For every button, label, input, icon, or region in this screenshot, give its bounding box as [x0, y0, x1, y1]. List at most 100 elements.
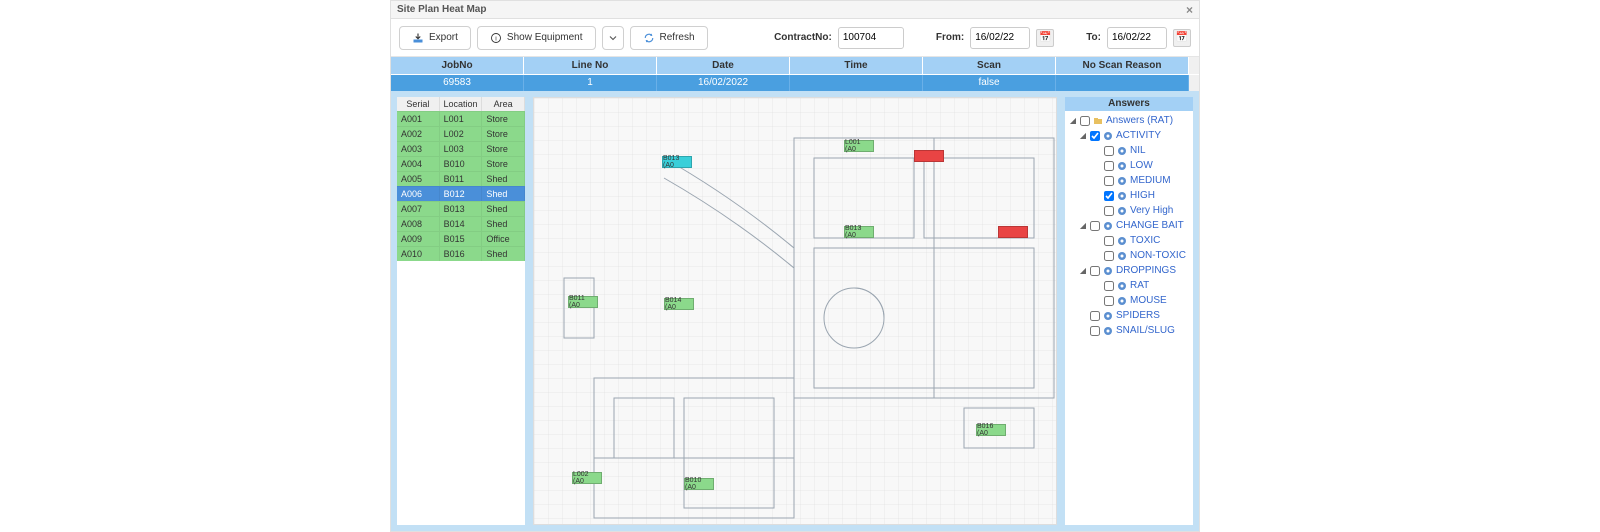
tree-leaf[interactable]: HIGH [1067, 188, 1191, 203]
datagrid-row[interactable]: 69583 1 16/02/2022 false [391, 75, 1199, 91]
tree-label[interactable]: DROPPINGS [1116, 265, 1176, 276]
tree-leaf[interactable]: TOXIC [1067, 233, 1191, 248]
tree-leaf[interactable]: MOUSE [1067, 293, 1191, 308]
toggle-icon[interactable]: ◢ [1069, 116, 1077, 125]
tree-label[interactable]: CHANGE BAIT [1116, 220, 1184, 231]
toggle-icon[interactable]: ◢ [1079, 131, 1087, 140]
refresh-icon [643, 32, 655, 44]
tree-checkbox[interactable] [1090, 326, 1100, 336]
tree-checkbox[interactable] [1104, 146, 1114, 156]
tree-label[interactable]: MEDIUM [1130, 175, 1171, 186]
tree-node[interactable]: SNAIL/SLUG [1067, 323, 1191, 338]
map-marker[interactable]: B014 (A0 [664, 298, 694, 310]
col-date[interactable]: Date [657, 57, 790, 74]
refresh-button[interactable]: Refresh [630, 26, 708, 50]
tree-checkbox[interactable] [1080, 116, 1090, 126]
tree-label[interactable]: Very High [1130, 205, 1173, 216]
tree-checkbox[interactable] [1104, 206, 1114, 216]
map-marker[interactable]: B016 (A0 [976, 424, 1006, 436]
col-scan[interactable]: Scan [923, 57, 1056, 74]
tree-label[interactable]: ACTIVITY [1116, 130, 1161, 141]
serial-row[interactable]: A009B015Office [397, 231, 525, 246]
tree-checkbox[interactable] [1104, 296, 1114, 306]
contractno-input[interactable] [838, 27, 904, 49]
map-marker[interactable]: B013 (A0 [844, 226, 874, 238]
toggle-icon[interactable]: ◢ [1079, 266, 1087, 275]
from-date-input[interactable] [970, 27, 1030, 49]
serial-cell-location: L001 [440, 111, 483, 126]
tree-checkbox[interactable] [1090, 131, 1100, 141]
tree-label[interactable]: RAT [1130, 280, 1149, 291]
answers-tree: ◢ Answers (RAT) ◢ ACTIVITY NIL LOW MEDIUM HIGH V… [1065, 111, 1193, 525]
col-lineno[interactable]: Line No [524, 57, 657, 74]
to-date-input[interactable] [1107, 27, 1167, 49]
tree-label[interactable]: SPIDERS [1116, 310, 1160, 321]
map-marker[interactable]: L001 (A0 [844, 140, 874, 152]
serial-row[interactable]: A006B012Shed [397, 186, 525, 201]
col-jobno[interactable]: JobNo [391, 57, 524, 74]
tree-leaf[interactable]: RAT [1067, 278, 1191, 293]
serial-row[interactable]: A005B011Shed [397, 171, 525, 186]
export-button[interactable]: Export [399, 26, 471, 50]
tree-label[interactable]: NIL [1130, 145, 1146, 156]
close-icon[interactable]: × [1186, 3, 1193, 17]
show-equipment-button[interactable]: i Show Equipment [477, 26, 596, 50]
to-calendar-icon[interactable]: 📅 [1173, 29, 1191, 47]
serial-row[interactable]: A002L002Store [397, 126, 525, 141]
tree-leaf[interactable]: NON-TOXIC [1067, 248, 1191, 263]
tree-leaf[interactable]: LOW [1067, 158, 1191, 173]
serial-row[interactable]: A007B013Shed [397, 201, 525, 216]
map-marker[interactable]: L002 (A0 [572, 472, 602, 484]
tree-checkbox[interactable] [1090, 221, 1100, 231]
datagrid-scrollbar[interactable] [1189, 57, 1199, 74]
window-title: Site Plan Heat Map [397, 4, 486, 15]
tree-label[interactable]: SNAIL/SLUG [1116, 325, 1175, 336]
tree-checkbox[interactable] [1104, 251, 1114, 261]
tree-node[interactable]: ◢ ACTIVITY [1067, 128, 1191, 143]
tree-label[interactable]: NON-TOXIC [1130, 250, 1186, 261]
map-marker[interactable] [998, 226, 1028, 238]
tree-node[interactable]: ◢ DROPPINGS [1067, 263, 1191, 278]
tree-node[interactable]: SPIDERS [1067, 308, 1191, 323]
tree-checkbox[interactable] [1104, 281, 1114, 291]
tree-checkbox[interactable] [1104, 176, 1114, 186]
serial-row[interactable]: A008B014Shed [397, 216, 525, 231]
serial-col-location[interactable]: Location [440, 97, 483, 111]
tree-checkbox[interactable] [1090, 311, 1100, 321]
serial-row[interactable]: A004B010Store [397, 156, 525, 171]
col-time[interactable]: Time [790, 57, 923, 74]
tree-checkbox[interactable] [1090, 266, 1100, 276]
tree-leaf[interactable]: NIL [1067, 143, 1191, 158]
serial-row[interactable]: A001L001Store [397, 111, 525, 126]
tree-checkbox[interactable] [1104, 236, 1114, 246]
map-marker[interactable] [914, 150, 944, 162]
titlebar: Site Plan Heat Map × [391, 1, 1199, 19]
tree-checkbox[interactable] [1104, 161, 1114, 171]
tree-root[interactable]: ◢ Answers (RAT) [1067, 113, 1191, 128]
tree-label[interactable]: TOXIC [1130, 235, 1160, 246]
map-marker[interactable]: B011 (A0 [568, 296, 598, 308]
show-equipment-dropdown[interactable] [602, 26, 624, 50]
toggle-icon[interactable]: ◢ [1079, 221, 1087, 230]
tree-label[interactable]: Answers (RAT) [1106, 115, 1173, 126]
tree-label[interactable]: HIGH [1130, 190, 1155, 201]
serial-col-area[interactable]: Area [482, 97, 525, 111]
tree-label[interactable]: LOW [1130, 160, 1153, 171]
from-calendar-icon[interactable]: 📅 [1036, 29, 1054, 47]
plan-scroll[interactable]: B013 (A0 L001 (A0 B013 (A0 B011 (A0 B014 (A0… [534, 98, 1056, 524]
tree-checkbox[interactable] [1104, 191, 1114, 201]
serial-row[interactable]: A003L003Store [397, 141, 525, 156]
map-marker[interactable]: B010 (A0 [684, 478, 714, 490]
datagrid-scrollbar-track[interactable] [1189, 75, 1199, 91]
map-marker[interactable]: B013 (A0 [662, 156, 692, 168]
node-icon [1103, 221, 1113, 231]
serial-row[interactable]: A010B016Shed [397, 246, 525, 261]
serial-col-serial[interactable]: Serial [397, 97, 440, 111]
tree-node[interactable]: ◢ CHANGE BAIT [1067, 218, 1191, 233]
tree-label[interactable]: MOUSE [1130, 295, 1167, 306]
tree-leaf[interactable]: MEDIUM [1067, 173, 1191, 188]
serial-cell-area: Store [482, 111, 525, 126]
svg-text:i: i [495, 35, 497, 42]
tree-leaf[interactable]: Very High [1067, 203, 1191, 218]
col-noscan[interactable]: No Scan Reason [1056, 57, 1189, 74]
